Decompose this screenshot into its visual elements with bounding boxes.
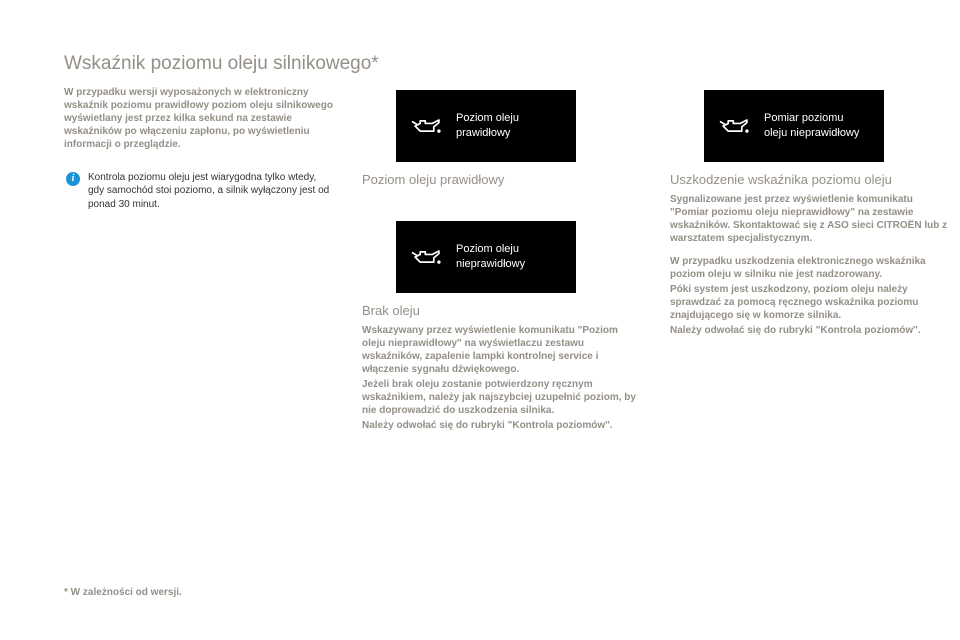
- fault-body-4: Należy odwołać się do rubryki "Kontrola …: [670, 324, 950, 337]
- oil-can-icon: [718, 109, 752, 143]
- display-line: Poziom oleju: [456, 112, 519, 124]
- display-line: oleju nieprawidłowy: [764, 127, 859, 139]
- column-left: W przypadku wersji wyposażonych w elektr…: [64, 86, 334, 432]
- display-oil-fault: Pomiar poziomu oleju nieprawidłowy: [704, 90, 884, 162]
- oil-can-icon: [410, 109, 444, 143]
- page-title: Wskaźnik poziomu oleju silnikowego*: [64, 52, 904, 76]
- column-middle: Poziom oleju prawidłowy Poziom oleju praw…: [362, 86, 642, 432]
- fault-body-1: Sygnalizowane jest przez wyświetlenie ko…: [670, 193, 950, 245]
- info-text: Kontrola poziomu oleju jest wiarygodna t…: [88, 171, 332, 212]
- display-oil-bad: Poziom oleju nieprawidłowy: [396, 221, 576, 293]
- column-right: Pomiar poziomu oleju nieprawidłowy Uszkod…: [670, 86, 950, 432]
- display-text-ok: Poziom oleju prawidłowy: [456, 111, 519, 140]
- heading-oil-fault: Uszkodzenie wskaźnika poziomu oleju: [670, 172, 950, 187]
- display-line: Poziom oleju: [456, 243, 519, 255]
- footnote: * W zależności od wersji.: [64, 587, 182, 598]
- display-line: prawidłowy: [456, 127, 510, 139]
- intro-text: W przypadku wersji wyposażonych w elektr…: [64, 86, 334, 151]
- display-line: nieprawidłowy: [456, 258, 525, 270]
- display-line: Pomiar poziomu: [764, 112, 843, 124]
- fault-body-2: W przypadku uszkodzenia elektronicznego …: [670, 255, 950, 281]
- oil-can-icon: [410, 240, 444, 274]
- lack-body-2: Jeżeli brak oleju zostanie potwierdzony …: [362, 378, 642, 417]
- info-box: i Kontrola poziomu oleju jest wiarygodna…: [64, 169, 334, 212]
- heading-oil-ok: Poziom oleju prawidłowy: [362, 172, 642, 187]
- display-oil-ok: Poziom oleju prawidłowy: [396, 90, 576, 162]
- fault-body-3: Póki system jest uszkodzony, poziom olej…: [670, 283, 950, 322]
- columns: W przypadku wersji wyposażonych w elektr…: [64, 86, 904, 432]
- lack-body-1: Wskazywany przez wyświetlenie komunikatu…: [362, 324, 642, 376]
- display-text-bad: Poziom oleju nieprawidłowy: [456, 242, 525, 271]
- lack-body-3: Należy odwołać się do rubryki "Kontrola …: [362, 419, 642, 432]
- info-icon: i: [66, 172, 80, 186]
- heading-oil-lack: Brak oleju: [362, 303, 642, 318]
- manual-page: Wskaźnik poziomu oleju silnikowego* W pr…: [0, 0, 960, 452]
- display-text-fault: Pomiar poziomu oleju nieprawidłowy: [764, 111, 859, 140]
- spacer: [362, 193, 642, 217]
